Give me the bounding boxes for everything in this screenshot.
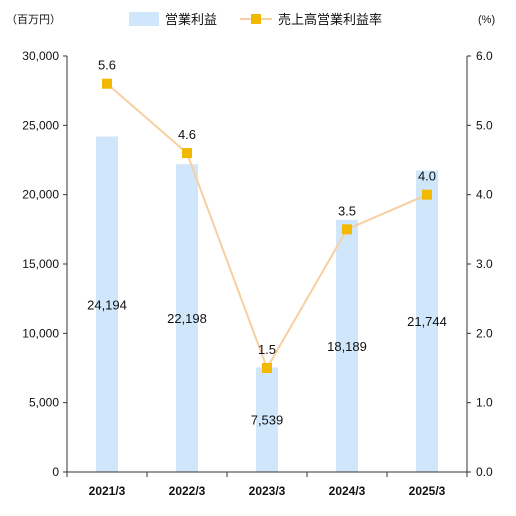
margin-value-label: 3.5 (338, 203, 356, 218)
margin-marker-2025-3 (422, 189, 432, 200)
bar-2022-3 (176, 164, 198, 472)
bar-value-label: 21,744 (407, 314, 447, 329)
right-tick-label: 5.0 (476, 118, 493, 132)
data-labels: 24,194 22,198 7,539 18,189 21,744 5.6 4.6 1.5 3.… (87, 58, 447, 428)
bar-2024-3 (336, 219, 358, 472)
bar-2025-3 (416, 170, 438, 472)
margin-line (106, 82, 428, 371)
legend-label-margin: 売上高営業利益率 (278, 12, 382, 27)
left-tick-label: 15,000 (22, 257, 59, 271)
margin-value-label: 5.6 (98, 58, 116, 73)
right-tick-label: 1.0 (476, 396, 493, 410)
right-tick-label: 3.0 (476, 257, 493, 271)
left-tick-label: 30,000 (22, 49, 59, 63)
x-tick-label: 2021/3 (89, 484, 126, 498)
axes: 0 5,000 10,000 15,000 20,000 25,000 30,000 0.0 1… (22, 49, 493, 498)
margin-value-label: 4.0 (418, 169, 436, 184)
x-tick-label: 2022/3 (169, 484, 206, 498)
line-series (102, 78, 432, 373)
bar-2021-3 (96, 136, 118, 472)
margin-marker-2023-3 (262, 363, 272, 373)
legend: 営業利益 売上高営業利益率 (129, 12, 382, 27)
legend-label-operating-profit: 営業利益 (165, 12, 217, 27)
margin-value-label: 1.5 (258, 342, 276, 357)
left-tick-label: 0 (52, 465, 59, 479)
left-tick-label: 25,000 (22, 118, 59, 132)
right-axis-unit: (%) (478, 14, 495, 26)
margin-marker-2021-3 (102, 78, 112, 89)
margin-value-label: 4.6 (178, 127, 196, 142)
left-tick-label: 5,000 (29, 396, 59, 410)
x-tick-label: 2025/3 (409, 484, 446, 498)
bar-value-label: 7,539 (251, 413, 284, 428)
x-tick-label: 2024/3 (329, 484, 366, 498)
legend-swatch-operating-profit (129, 12, 159, 26)
right-tick-label: 0.0 (476, 465, 493, 479)
bar-value-label: 22,198 (167, 311, 207, 326)
bar-value-label: 18,189 (327, 339, 367, 354)
right-tick-label: 2.0 (476, 326, 493, 340)
bar-value-label: 24,194 (87, 297, 127, 312)
left-tick-label: 20,000 (22, 188, 59, 202)
right-tick-label: 6.0 (476, 49, 493, 63)
bar-series (96, 136, 438, 472)
bar-2023-3 (256, 367, 278, 472)
right-tick-label: 4.0 (476, 188, 493, 202)
margin-marker-2024-3 (342, 224, 352, 235)
legend-marker-margin (251, 14, 261, 24)
margin-marker-2022-3 (182, 148, 192, 159)
left-tick-label: 10,000 (22, 326, 59, 340)
left-axis-unit: （百万円） (6, 13, 61, 26)
x-tick-label: 2023/3 (249, 484, 286, 498)
